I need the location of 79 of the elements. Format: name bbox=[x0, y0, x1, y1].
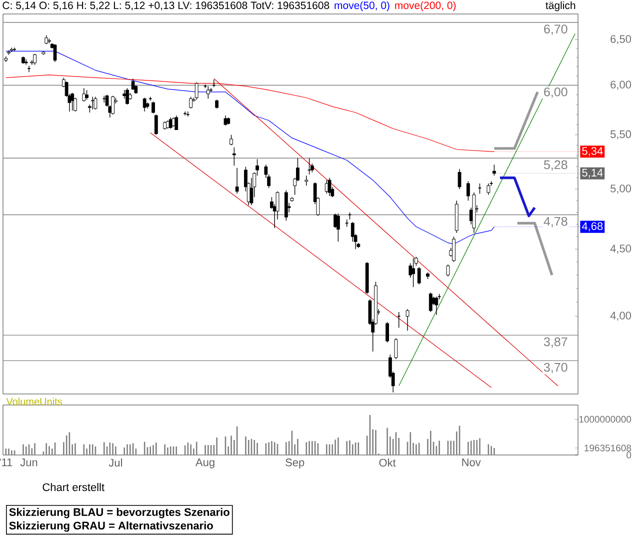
y-tick-label: 5,00 bbox=[610, 184, 632, 194]
candlestick bbox=[142, 97, 146, 112]
x-tick-label: Nov bbox=[462, 458, 481, 466]
candlestick bbox=[90, 96, 94, 110]
text: Skizzierung BLAU = bevorzugtes Szenario bbox=[9, 508, 230, 518]
y-tick-label: 1000000000 bbox=[579, 416, 632, 423]
candlestick bbox=[446, 264, 450, 277]
candlestick bbox=[486, 183, 490, 196]
ref-line-label: 6,00 bbox=[544, 87, 568, 98]
candlestick bbox=[235, 168, 239, 194]
candlestick bbox=[386, 322, 389, 343]
y-tick-label: 4,50 bbox=[610, 244, 632, 254]
text: Chart erstellt bbox=[42, 483, 104, 492]
x-tick-label: Sep bbox=[286, 458, 304, 468]
y-tick-label: 6,50 bbox=[610, 35, 632, 44]
candlestick bbox=[417, 266, 421, 285]
candlestick bbox=[478, 183, 482, 194]
x-tick-label: Aug bbox=[195, 458, 214, 468]
candlestick bbox=[186, 111, 190, 117]
y-tick-label: 6,00 bbox=[610, 80, 632, 90]
text: move(200, 0) bbox=[395, 1, 456, 12]
candlestick bbox=[53, 44, 57, 62]
candlestick bbox=[232, 147, 236, 166]
candlestick bbox=[85, 90, 88, 100]
candlestick bbox=[394, 338, 398, 360]
candlestick bbox=[209, 88, 213, 92]
candlestick bbox=[111, 95, 114, 115]
candlestick bbox=[27, 65, 31, 72]
candlestick bbox=[189, 96, 193, 109]
ref-line-label: 3,70 bbox=[544, 362, 568, 374]
candlestick bbox=[434, 296, 438, 316]
text: täglich bbox=[546, 1, 576, 12]
candlestick bbox=[33, 54, 36, 66]
candlestick bbox=[224, 115, 228, 126]
candlestick bbox=[126, 88, 129, 105]
ref-line-label: 5,28 bbox=[544, 160, 568, 171]
candlestick bbox=[452, 236, 456, 262]
y-tick-label: 5,50 bbox=[610, 130, 632, 140]
ref-line-label: 4,78 bbox=[544, 216, 568, 228]
candlestick bbox=[466, 180, 470, 201]
candlestick bbox=[230, 134, 233, 146]
candlestick bbox=[458, 168, 462, 190]
candlestick bbox=[194, 82, 198, 100]
candlestick bbox=[82, 88, 86, 102]
annotation: 5,34 bbox=[582, 147, 603, 156]
candlestick bbox=[406, 308, 410, 332]
candlestick bbox=[307, 158, 312, 175]
candlestick bbox=[172, 117, 176, 127]
candlestick bbox=[152, 101, 155, 114]
candlestick bbox=[74, 97, 77, 112]
x-tick-label: '11 bbox=[0, 458, 12, 466]
y-tick-label: 4,00 bbox=[610, 312, 632, 321]
ref-line-label: 3,87 bbox=[544, 337, 568, 348]
x-tick-label: Jul bbox=[108, 458, 122, 467]
y-tick-label: 0 bbox=[626, 452, 632, 458]
candlestick bbox=[131, 78, 135, 90]
text: Skizzierung GRAU = Alternativszenario bbox=[9, 521, 213, 532]
candlestick bbox=[336, 213, 340, 242]
x-tick-label: Jun bbox=[20, 458, 38, 466]
candlestick bbox=[70, 92, 74, 111]
chart-title: VolumeUnits bbox=[6, 398, 62, 406]
candlestick bbox=[183, 111, 187, 116]
candlestick bbox=[492, 164, 496, 176]
candlestick bbox=[154, 114, 158, 136]
candlestick bbox=[94, 96, 98, 110]
x-tick-label: Okt bbox=[379, 458, 396, 467]
annotation: 5,14 bbox=[582, 168, 603, 178]
candlestick bbox=[12, 47, 16, 52]
candlestick bbox=[412, 258, 415, 288]
chart-title: C: 5,14 O: 5,16 H: 5,22 L: 5,12 +0,13 LV: 196351608 TotV: 196351608 bbox=[2, 2, 330, 10]
text: move(50, 0) bbox=[334, 1, 390, 12]
annotation: 4,68 bbox=[582, 222, 603, 232]
candlestick bbox=[206, 86, 210, 100]
candlestick bbox=[174, 115, 178, 130]
candlestick bbox=[304, 175, 308, 186]
y-tick-label: 196351608 bbox=[584, 444, 632, 452]
candlestick bbox=[428, 292, 432, 312]
candlestick bbox=[328, 177, 332, 196]
ref-line-label: 6,70 bbox=[544, 24, 568, 35]
